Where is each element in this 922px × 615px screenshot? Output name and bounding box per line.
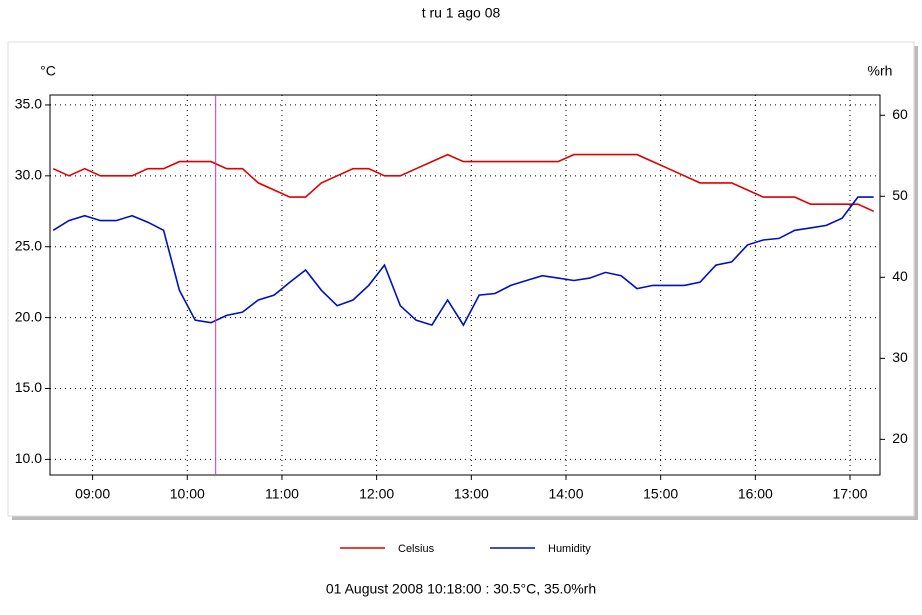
- y2-tick-label: 30: [892, 349, 908, 365]
- frame: [7, 41, 915, 517]
- x-tick-label: 14:00: [548, 486, 583, 502]
- y-tick-label: 35.0: [15, 96, 42, 112]
- y-tick-label: 25.0: [15, 237, 42, 253]
- y-tick-label: 30.0: [15, 167, 42, 183]
- y2-tick-label: 20: [892, 430, 908, 446]
- legend-label: Celsius: [398, 543, 435, 555]
- chart-title: t ru 1 ago 08: [422, 5, 501, 21]
- x-tick-label: 10:00: [170, 486, 205, 502]
- x-tick-label: 17:00: [832, 486, 867, 502]
- series-line: [52, 196, 874, 327]
- x-tick-label: 09:00: [75, 486, 110, 502]
- x-tick-label: 11:00: [265, 486, 299, 502]
- x-tick-label: 15:00: [643, 486, 678, 502]
- y2-tick-label: 50: [892, 187, 908, 203]
- y-tick-label: 15.0: [15, 379, 42, 395]
- x-tick-label: 16:00: [738, 486, 773, 502]
- y-tick-label: 10.0: [15, 450, 42, 466]
- series-line: [52, 153, 875, 213]
- x-tick-label: 12:00: [359, 486, 394, 502]
- y-tick-label: 20.0: [15, 308, 42, 324]
- legend-label: Humidity: [548, 543, 591, 555]
- x-tick-label: 13:00: [454, 486, 489, 502]
- y2-axis-label: %rh: [868, 63, 893, 79]
- y2-tick-label: 40: [892, 268, 908, 284]
- y2-tick-label: 60: [892, 106, 908, 122]
- plot-border: [49, 94, 881, 476]
- readout: 01 August 2008 10:18:00 : 30.5°C, 35.0%r…: [326, 581, 596, 597]
- y-axis-label: °C: [40, 63, 56, 79]
